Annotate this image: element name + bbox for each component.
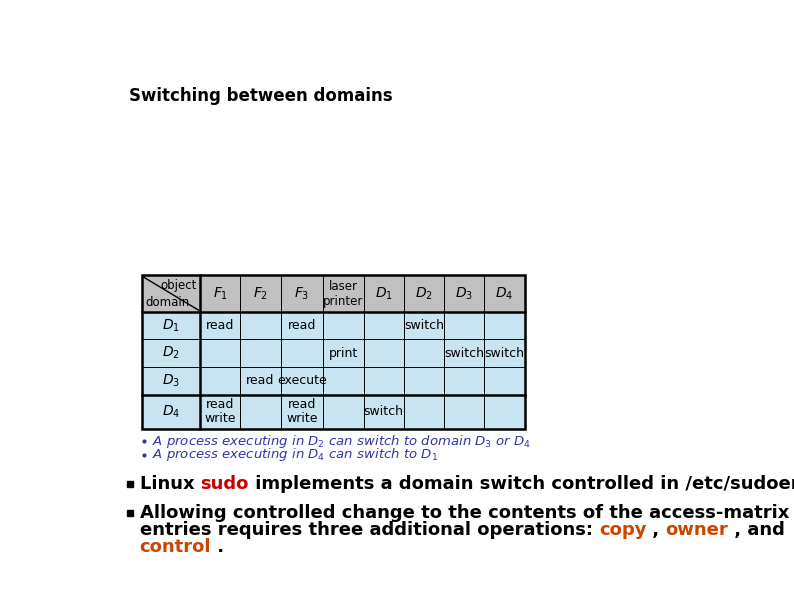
Text: read: read <box>246 374 275 387</box>
Text: $F_3$: $F_3$ <box>295 286 310 302</box>
Bar <box>323 367 364 395</box>
Bar <box>142 367 200 395</box>
Bar <box>444 367 484 395</box>
Text: Switching between domains: Switching between domains <box>129 87 392 105</box>
Text: owner: owner <box>665 521 728 539</box>
Bar <box>280 367 323 395</box>
Bar <box>241 275 280 312</box>
Bar <box>444 275 484 312</box>
Text: , and: , and <box>728 521 785 539</box>
Bar <box>444 312 484 339</box>
Text: sudo: sudo <box>200 475 249 493</box>
Text: $D_1$: $D_1$ <box>162 317 180 334</box>
Text: switch: switch <box>484 347 525 360</box>
Text: $D_3$: $D_3$ <box>162 372 180 389</box>
Bar <box>404 339 444 367</box>
Text: $\it{A\ process\ executing\ in\ D_4\ can\ switch\ to\ D_1}$: $\it{A\ process\ executing\ in\ D_4\ can… <box>152 446 438 464</box>
Bar <box>323 275 364 312</box>
Text: object: object <box>160 278 197 292</box>
Bar <box>444 395 484 428</box>
Text: implements a domain switch controlled in /etc/sudoers: implements a domain switch controlled in… <box>249 475 794 493</box>
Bar <box>364 275 404 312</box>
Text: print: print <box>329 347 358 360</box>
Bar <box>484 367 525 395</box>
Bar <box>444 339 484 367</box>
Bar <box>484 339 525 367</box>
Text: $D_2$: $D_2$ <box>162 345 180 361</box>
Bar <box>484 275 525 312</box>
Text: laser
printer: laser printer <box>323 280 364 308</box>
Bar <box>404 312 444 339</box>
Text: $D_4$: $D_4$ <box>162 403 180 420</box>
Bar <box>142 275 525 428</box>
Bar <box>364 367 404 395</box>
Text: .: . <box>211 538 224 556</box>
Bar <box>404 367 444 395</box>
Text: $\it{A\ process\ executing\ in\ D_2\ can\ switch\ to\ domain\ D_3\ or\ D_4}$: $\it{A\ process\ executing\ in\ D_2\ can… <box>152 433 531 449</box>
Bar <box>404 275 444 312</box>
Bar <box>200 339 241 367</box>
Bar <box>364 339 404 367</box>
Text: $F_2$: $F_2$ <box>252 286 268 302</box>
Text: $F_1$: $F_1$ <box>213 286 228 302</box>
Bar <box>142 339 200 367</box>
Text: $D_1$: $D_1$ <box>375 286 393 302</box>
Text: execute: execute <box>277 374 327 387</box>
Bar <box>404 395 444 428</box>
Bar <box>241 312 280 339</box>
Bar <box>200 367 241 395</box>
Text: domain: domain <box>145 296 189 309</box>
Text: read
write: read write <box>286 398 318 425</box>
Text: switch: switch <box>364 405 403 418</box>
Text: switch: switch <box>404 319 444 332</box>
Text: entries requires three additional operations:: entries requires three additional operat… <box>140 521 599 539</box>
Text: Allowing controlled change to the contents of the access-matrix: Allowing controlled change to the conten… <box>140 505 789 522</box>
Text: read
write: read write <box>204 398 236 425</box>
Bar <box>484 395 525 428</box>
Bar <box>280 312 323 339</box>
Text: ,: , <box>646 521 665 539</box>
Text: control: control <box>140 538 211 556</box>
Bar <box>142 275 200 312</box>
Text: switch: switch <box>445 347 484 360</box>
Bar <box>200 395 241 428</box>
Bar <box>241 339 280 367</box>
Bar <box>280 395 323 428</box>
Bar <box>241 367 280 395</box>
Text: $D_3$: $D_3$ <box>455 286 473 302</box>
Text: read: read <box>287 319 316 332</box>
Bar <box>142 312 200 339</box>
Text: Linux: Linux <box>140 475 200 493</box>
Bar <box>323 339 364 367</box>
Bar <box>200 312 241 339</box>
Bar <box>323 312 364 339</box>
Text: read: read <box>206 319 234 332</box>
Bar <box>364 312 404 339</box>
Bar <box>323 395 364 428</box>
Bar <box>280 339 323 367</box>
Bar <box>280 275 323 312</box>
Text: copy: copy <box>599 521 646 539</box>
Bar <box>241 395 280 428</box>
Bar <box>142 395 200 428</box>
Bar <box>200 275 241 312</box>
Text: $D_4$: $D_4$ <box>495 286 514 302</box>
Bar <box>484 312 525 339</box>
Text: $D_2$: $D_2$ <box>415 286 433 302</box>
Bar <box>364 395 404 428</box>
